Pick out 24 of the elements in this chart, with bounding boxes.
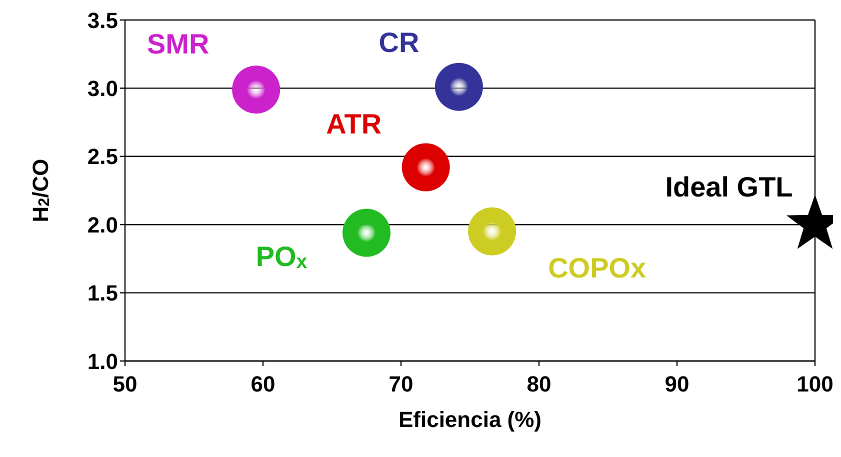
y-tick-label: 2.5 — [87, 144, 118, 170]
y-tick-label: 3.0 — [87, 76, 118, 102]
x-tick-label: 50 — [112, 372, 138, 397]
x-axis-title: Eficiencia (%) — [398, 407, 542, 432]
point — [402, 143, 450, 192]
x-tick-label: 70 — [388, 372, 414, 397]
x-tick-label: 90 — [664, 372, 690, 397]
y-tick-label: 1.5 — [87, 280, 118, 306]
point — [342, 208, 390, 257]
y-tick-label: 3.5 — [87, 8, 118, 33]
x-tick-label: 60 — [250, 372, 276, 397]
series-label: CR — [378, 26, 420, 58]
point — [232, 66, 280, 114]
x-tick-label: 100 — [796, 372, 834, 397]
series-label: COPOx — [548, 252, 647, 283]
point — [468, 207, 516, 256]
y-tick-label: 1.0 — [87, 348, 118, 374]
series-label: SMR — [146, 28, 210, 60]
y-tick-label: 2.0 — [87, 212, 118, 238]
series-label: PO$_{x}$ — [256, 240, 308, 273]
point — [434, 62, 483, 111]
series-label: Ideal GTL — [665, 171, 793, 202]
series-label: ATR — [326, 108, 382, 139]
x-tick-label: 80 — [526, 372, 552, 397]
